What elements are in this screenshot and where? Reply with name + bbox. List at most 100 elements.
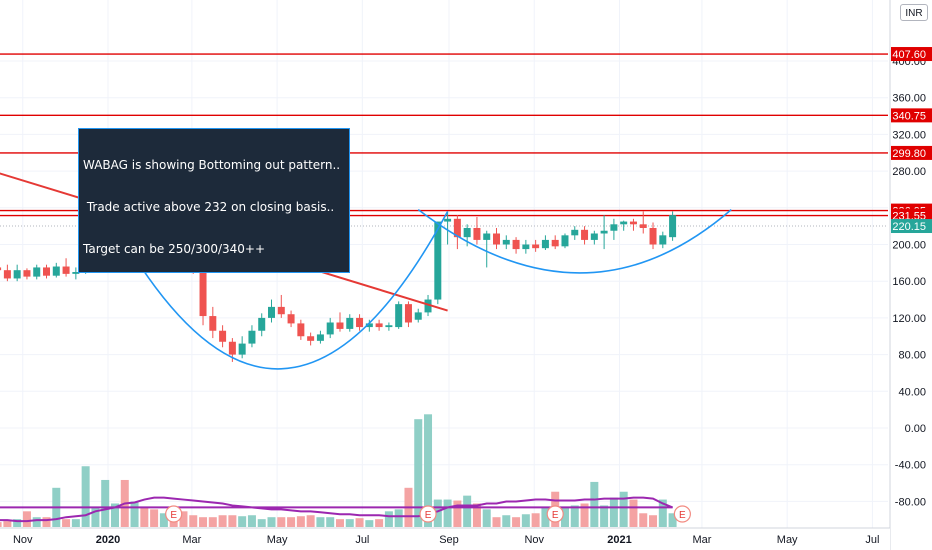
x-tick-label: 2020 [96,534,120,546]
candle-body [248,330,256,344]
candle-body [3,270,11,279]
candle [629,218,637,231]
candle [532,239,540,252]
text-annotation[interactable]: WABAG is showing Bottoming out pattern..… [78,128,350,273]
volume-moving-average [0,496,673,523]
candle [620,220,628,231]
price-badge-bg [891,108,932,123]
volume-bar [590,481,599,527]
candle [248,325,256,348]
candle [375,319,383,331]
volume-bar [306,515,315,527]
candle-body [13,270,21,279]
price-badge-label: 299.80 [892,148,926,160]
candle [659,231,667,249]
candle-body [346,317,354,329]
candle-body [600,230,608,234]
volume-bar [639,513,648,527]
candle [453,215,461,250]
candle-body [541,239,549,249]
candle-body [581,229,589,240]
volume-bar [658,499,667,527]
candle [434,221,442,305]
volume-bar [580,503,589,527]
volume-bar [316,517,325,527]
candle [541,235,549,251]
candle-body [473,227,481,240]
candle-body [52,266,60,276]
volume-bar [32,517,41,527]
earnings-marker-label: E [425,510,432,521]
candle [356,314,364,331]
earnings-marker-circle [165,505,183,523]
volume-bar [228,515,237,527]
price-badge-bg [891,145,932,160]
candle [316,330,324,344]
volume-bar [433,499,442,527]
candle [307,332,315,346]
volume-bar [13,519,22,527]
price-level-badge: 299.80 [891,145,932,160]
candle [639,211,647,234]
candle [258,313,266,337]
x-tick-label: Mar [182,534,201,546]
candle [209,306,217,339]
annotation-line-3: Target can be 250/300/340++ [83,242,266,256]
volume-bar [482,509,491,527]
x-tick-label: Nov [13,534,33,546]
candle-body [326,322,334,335]
candle-body [669,215,677,238]
candle-body [444,218,452,222]
volume-bar [512,517,521,527]
volume-bar [199,517,208,527]
candle-body [277,306,285,315]
candle-body [336,322,344,329]
volume-bar [453,500,462,527]
earnings-marker-circle [673,505,691,523]
candle [72,267,80,280]
x-tick-label: May [267,534,288,546]
candle [287,310,295,328]
candle [444,211,452,245]
currency-label[interactable]: INR [900,4,928,21]
y-tick-label: 280.00 [892,166,926,178]
volume-bar [218,515,227,527]
candle-body [493,233,501,245]
candle-body [532,244,540,249]
candle [33,264,41,280]
earnings-marker: E [419,505,437,523]
volume-bar [110,503,119,527]
price-level-badge: 340.75 [891,108,932,123]
volume-bar [208,517,217,527]
volume-bar [130,501,139,527]
candle-body [268,306,276,318]
volume-bar [521,514,530,527]
volume-bar [247,515,256,527]
candle [483,230,491,268]
candle-body [33,267,41,277]
candle [365,319,373,332]
candle-body [483,233,491,240]
candle [268,299,276,323]
candle-body [385,325,393,328]
candle [463,224,471,247]
candle-body [72,272,80,274]
volume-bar [150,509,159,527]
x-tick-label: Mar [692,534,711,546]
candle-body [199,267,207,317]
candle [297,319,305,340]
candle-body [238,343,246,355]
earnings-marker: E [546,505,564,523]
volume-bar [296,516,305,527]
y-tick-label: 120.00 [892,313,926,325]
candle-body [316,334,324,341]
candle [3,264,11,282]
volume-bar [560,507,569,527]
volume-bar [22,511,31,527]
candle [610,218,618,240]
candle [0,267,2,271]
candle-body [356,317,364,328]
x-tick-label: Nov [524,534,544,546]
volume-bar [600,505,609,527]
